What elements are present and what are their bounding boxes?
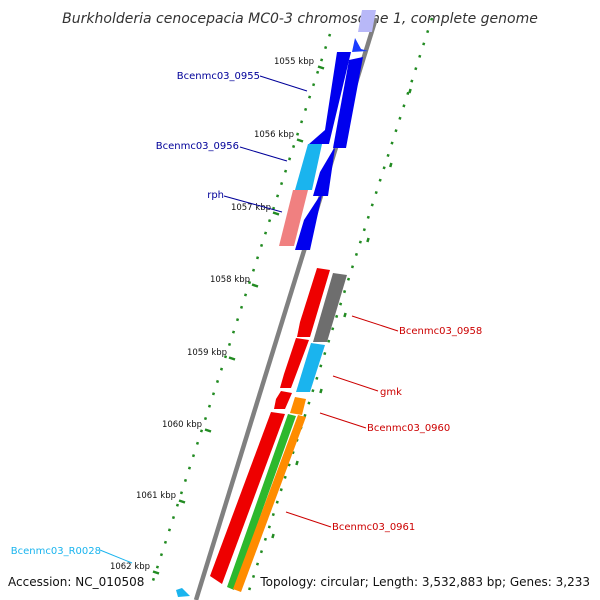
gene-label: Bcenmc03_0961 <box>332 522 415 533</box>
gene-feature <box>290 397 306 415</box>
tick-label: 1058 kbp <box>210 275 250 285</box>
gene-feature <box>296 343 325 392</box>
gene-feature <box>295 144 322 190</box>
gene-feature <box>313 273 347 342</box>
gene-label: Bcenmc03_0960 <box>367 423 450 434</box>
forward-genes <box>295 10 376 250</box>
tick-mark <box>251 283 259 288</box>
tick-mark <box>152 570 160 575</box>
tick-label: 1059 kbp <box>187 348 227 358</box>
gene-label: Bcenmc03_R0028 <box>11 546 101 557</box>
tick-mark <box>204 428 212 433</box>
gene-label: Bcenmc03_0956 <box>156 141 239 152</box>
tick-label: 1056 kbp <box>254 130 294 140</box>
gene-labels: Bcenmc03_0955 Bcenmc03_0956 rph Bcenmc03… <box>11 71 482 557</box>
tick-mark <box>228 356 236 361</box>
kbp-labels: 1055 kbp 1056 kbp 1057 kbp 1058 kbp 1059… <box>110 57 314 572</box>
rna-feature <box>176 588 190 597</box>
topology-text: Topology: circular; Length: 3,532,883 bp… <box>259 575 590 589</box>
tick-label: 1061 kbp <box>136 491 176 501</box>
right-lane-genes <box>290 273 347 415</box>
tick-label: 1060 kbp <box>162 420 202 430</box>
gene-label: Bcenmc03_0958 <box>399 326 482 337</box>
gene-feature <box>227 414 296 590</box>
gene-feature <box>309 52 351 144</box>
tick-mark <box>272 211 280 216</box>
tick-mark <box>296 138 304 143</box>
gene-feature <box>274 391 292 409</box>
gene-label: Bcenmc03_0955 <box>177 71 260 82</box>
gene-feature <box>279 190 308 246</box>
gene-feature <box>233 415 306 592</box>
gene-feature <box>333 57 363 148</box>
tick-label: 1055 kbp <box>274 57 314 67</box>
gene-feature <box>295 195 322 250</box>
gene-feature <box>297 268 330 337</box>
kbp-tick-marks <box>152 65 325 575</box>
gene-feature <box>358 10 376 32</box>
gene-label: gmk <box>380 387 402 398</box>
reverse-genes-lower <box>210 268 330 592</box>
tick-mark <box>178 499 186 504</box>
tick-mark <box>317 65 325 70</box>
leader-lines <box>99 75 399 564</box>
gene-label: rph <box>207 190 224 201</box>
gene-feature <box>313 148 335 196</box>
gene-feature <box>352 38 368 52</box>
reverse-genes-upper <box>279 52 351 246</box>
outer-ring-right <box>244 17 434 600</box>
gene-feature <box>280 338 309 388</box>
accession-text: Accession: NC_010508 <box>8 575 144 589</box>
tick-label: 1062 kbp <box>110 562 150 572</box>
map-title: Burkholderia cenocepacia MC0-3 chromosom… <box>62 11 538 27</box>
tick-label: 1057 kbp <box>231 203 271 213</box>
outer-ring-ticks <box>271 88 412 539</box>
gene-feature <box>210 412 285 584</box>
